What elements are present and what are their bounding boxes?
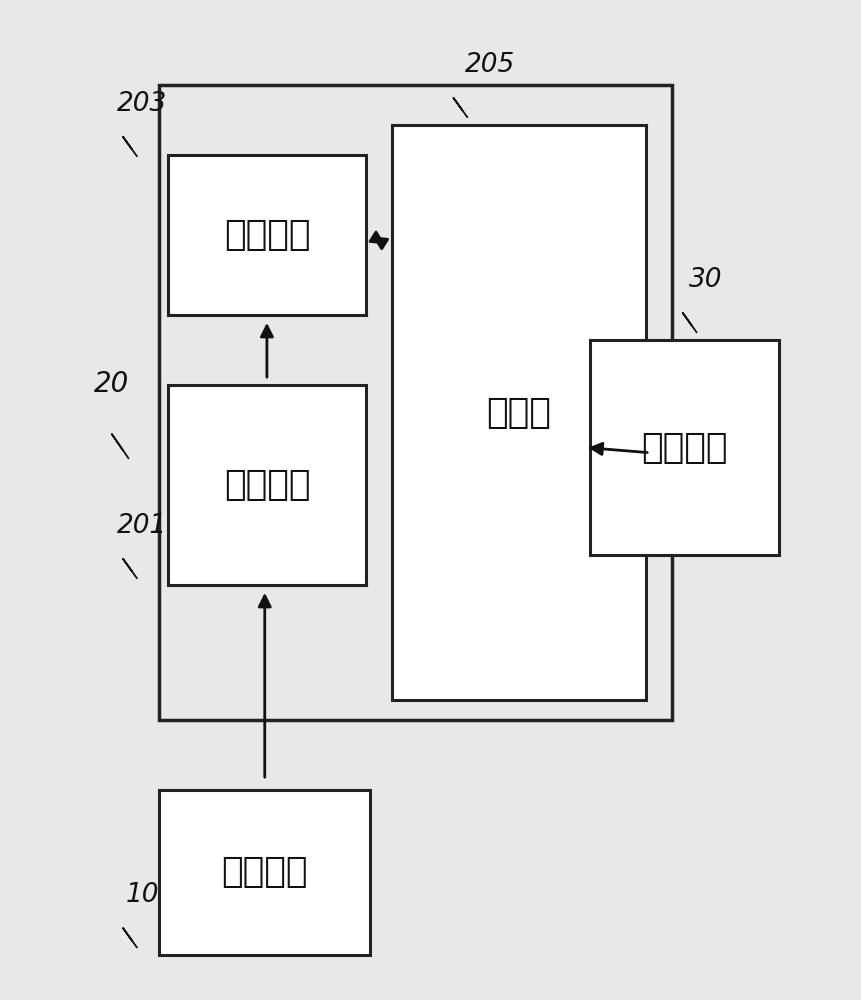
Text: 侦测单元: 侦测单元 xyxy=(224,468,310,502)
Bar xyxy=(159,790,370,955)
Text: 处理器: 处理器 xyxy=(486,396,551,430)
Text: 10: 10 xyxy=(126,882,158,908)
Text: 20: 20 xyxy=(95,370,129,398)
Text: 输出单元: 输出单元 xyxy=(641,430,728,464)
Bar xyxy=(168,385,366,585)
Text: 存储单元: 存储单元 xyxy=(224,218,310,252)
Bar xyxy=(168,155,366,315)
Text: 203: 203 xyxy=(117,91,167,117)
Text: 205: 205 xyxy=(465,52,515,78)
Bar xyxy=(392,125,646,700)
Bar xyxy=(590,340,779,555)
Text: 输入单元: 输入单元 xyxy=(221,856,308,890)
Text: 201: 201 xyxy=(117,513,167,539)
Text: 30: 30 xyxy=(690,267,722,293)
Bar xyxy=(159,85,672,720)
